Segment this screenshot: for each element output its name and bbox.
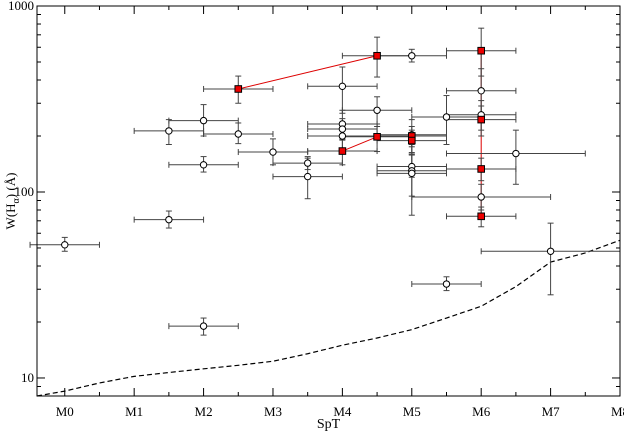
- data-point-square: [477, 212, 485, 221]
- axes-layer: M0 M1 M2 M3 M4 M5 M6 M7 M8 10 100 1000: [8, 0, 624, 419]
- x-tick-label: M1: [125, 404, 143, 419]
- data-point-circle: [442, 113, 451, 121]
- data-point-circle: [338, 125, 347, 133]
- data-point-circle: [408, 169, 416, 178]
- data-point-circle: [546, 247, 555, 255]
- connector-line: [238, 55, 378, 90]
- data-point-circle: [338, 82, 347, 91]
- data-point-circle: [234, 130, 242, 138]
- x-tick-label: M3: [264, 404, 282, 419]
- data-point-circle: [303, 159, 312, 167]
- data-point-square: [477, 115, 485, 124]
- data-point-circle: [199, 322, 208, 330]
- y-tick-label: 1000: [8, 0, 34, 13]
- data-point-circle: [373, 106, 381, 114]
- x-tick-label: M7: [542, 404, 561, 419]
- y-tick-label: 10: [21, 370, 34, 385]
- threshold-curve: [36, 239, 621, 397]
- x-tick-label: M4: [333, 404, 352, 419]
- x-tick-label: M0: [56, 404, 74, 419]
- data-point-circle: [442, 280, 451, 288]
- error-bar-layer: [29, 27, 621, 336]
- data-point-circle: [165, 127, 173, 135]
- y-axis-label-subscript: α: [11, 197, 22, 203]
- connector-layer: [238, 50, 482, 217]
- x-tick-label: M8: [611, 404, 624, 419]
- data-point-square: [338, 147, 347, 155]
- data-point-circle: [477, 193, 485, 201]
- marker-layer: [61, 46, 555, 330]
- y-axis-label-main: W(H: [3, 203, 18, 229]
- data-point-circle: [477, 87, 485, 95]
- data-point-square: [234, 85, 243, 93]
- data-point-circle: [303, 172, 312, 181]
- data-point-circle: [199, 116, 208, 125]
- data-point-circle: [338, 132, 347, 140]
- plot-frame: [36, 5, 621, 397]
- data-point-circle: [165, 215, 173, 224]
- y-tick-label: 100: [15, 184, 35, 199]
- data-point-circle: [61, 241, 69, 249]
- data-point-square: [477, 165, 485, 173]
- data-point-circle: [408, 52, 416, 60]
- data-point-square: [407, 136, 416, 145]
- data-point-circle: [199, 161, 208, 169]
- y-axis-label: W(Hα) (Å): [3, 173, 22, 230]
- x-tick-label: M5: [403, 404, 421, 419]
- threshold-curve-layer: [36, 239, 621, 397]
- x-tick-label: M6: [472, 404, 491, 419]
- data-point-square: [477, 46, 485, 55]
- x-tick-label: M2: [195, 404, 213, 419]
- data-point-circle: [512, 149, 520, 158]
- data-point-square: [373, 51, 381, 60]
- y-axis-label-tail: ) (Å): [3, 173, 18, 199]
- data-point-square: [373, 133, 381, 141]
- connector-line: [342, 136, 378, 152]
- x-axis-label: SpT: [317, 417, 341, 432]
- data-point-circle: [269, 148, 277, 156]
